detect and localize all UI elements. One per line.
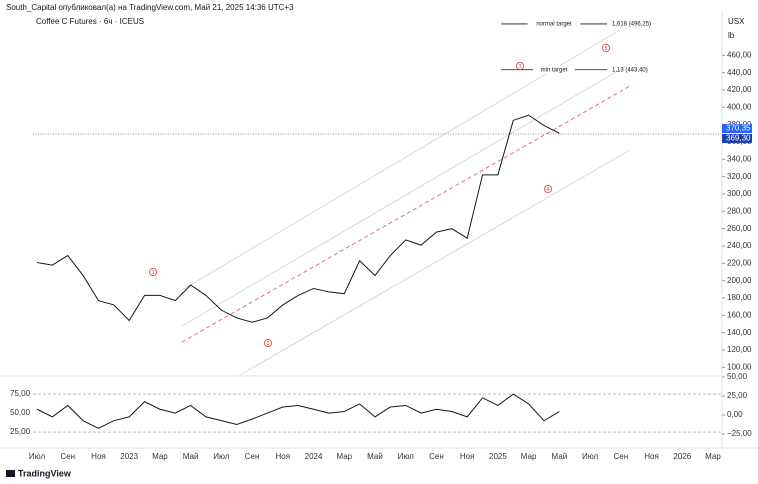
- x-tick-label: Сен: [429, 452, 444, 461]
- y-tick-label: 25,00: [10, 427, 31, 436]
- x-tick-label: Июл: [213, 452, 230, 461]
- y-tick-label: 200,00: [727, 276, 752, 285]
- x-tick-label: Май: [367, 452, 383, 461]
- target-name: normal target: [536, 21, 572, 27]
- footer: TradingView: [18, 468, 72, 478]
- x-tick-label: 2024: [305, 452, 323, 461]
- wave-label: 5: [605, 46, 608, 52]
- x-tick-label: Мар: [521, 452, 537, 461]
- y2-tick-label: 50,00: [727, 372, 748, 381]
- x-tick-label: Сен: [613, 452, 628, 461]
- price-line: [36, 114, 560, 323]
- channel: [181, 29, 631, 376]
- y-tick-label: 400,00: [727, 102, 752, 111]
- y-tick-label: 50,00: [10, 408, 31, 417]
- x-tick-label: Мар: [152, 452, 168, 461]
- y-tick-label: 75,00: [10, 389, 31, 398]
- y-tick-label: 220,00: [727, 258, 752, 267]
- x-tick-label: 2025: [489, 452, 507, 461]
- chart-title: Coffee C Futures · 6ч · ICEUS: [36, 17, 144, 26]
- x-tick-label: Ноя: [644, 452, 659, 461]
- x-tick-label: Мар: [336, 452, 352, 461]
- y-tick-label: 160,00: [727, 310, 752, 319]
- x-tick-label: Ноя: [460, 452, 475, 461]
- x-tick-label: Сен: [245, 452, 260, 461]
- y-tick-label: 120,00: [727, 345, 752, 354]
- y-tick-label: 180,00: [727, 293, 752, 302]
- price-badge: [722, 124, 752, 134]
- channel-line: [239, 149, 631, 376]
- wave-label: 3: [519, 64, 522, 70]
- price-badge-label: 369,30: [726, 134, 751, 143]
- x-tick-label: Май: [552, 452, 568, 461]
- logo: TradingView: [6, 468, 72, 478]
- target-name: min target: [541, 67, 568, 73]
- y-tick-label: 300,00: [727, 189, 752, 198]
- wave-circle: [544, 184, 553, 193]
- x-tick-label: Июл: [398, 452, 415, 461]
- x-tick-label: Ноя: [276, 452, 291, 461]
- wave-circle: [148, 267, 157, 276]
- y-tick-label: 100,00: [727, 362, 752, 371]
- x-tick-label: 2023: [120, 452, 138, 461]
- target-label: 1,618 (496,25): [612, 21, 651, 27]
- y2-tick-label: 0,00: [727, 410, 743, 419]
- y-tick-label: 320,00: [727, 172, 752, 181]
- y2-tick-label: −25,00: [727, 429, 752, 438]
- y-tick-label: 240,00: [727, 241, 752, 250]
- target-label: 1,13 (443,40): [612, 67, 648, 73]
- x-tick-label: Июл: [582, 452, 599, 461]
- y-tick-label: 140,00: [727, 328, 752, 337]
- wave-label: 2: [267, 341, 270, 347]
- x-tick-label: Июл: [29, 452, 46, 461]
- x-tick-label: Ноя: [91, 452, 106, 461]
- wave-label: 1: [152, 270, 155, 276]
- y-tick-label: 420,00: [727, 85, 752, 94]
- wave-label: 4: [547, 187, 550, 193]
- x-tick-label: 2026: [673, 452, 691, 461]
- wave-circle: [602, 44, 611, 53]
- logo-icon: [6, 470, 15, 477]
- wave-circle: [516, 62, 525, 71]
- y-tick-label: 260,00: [727, 224, 752, 233]
- header: South_Capital опубликовал(а) на TradingV…: [6, 3, 294, 12]
- y-tick-label: 440,00: [727, 68, 752, 77]
- x-tick-label: Сен: [60, 452, 75, 461]
- target-name-bg: [527, 19, 581, 28]
- y-tick-label: 340,00: [727, 154, 752, 163]
- y2-tick-label: 25,00: [727, 391, 748, 400]
- oscillator-line: [36, 393, 560, 429]
- target-name-bg: [533, 65, 575, 74]
- x-tick-label: Мар: [705, 452, 721, 461]
- wave-circle: [263, 338, 272, 347]
- channel-median: [181, 85, 631, 343]
- y-tick-label: 280,00: [727, 206, 752, 215]
- price-badge-label: 370,35: [726, 124, 751, 133]
- unit: lb: [728, 31, 735, 40]
- channel-line: [181, 64, 629, 327]
- x-tick-label: Май: [183, 452, 199, 461]
- y-tick-label: 460,00: [727, 50, 752, 59]
- price-badge: [722, 133, 752, 143]
- currency: USX: [728, 17, 745, 26]
